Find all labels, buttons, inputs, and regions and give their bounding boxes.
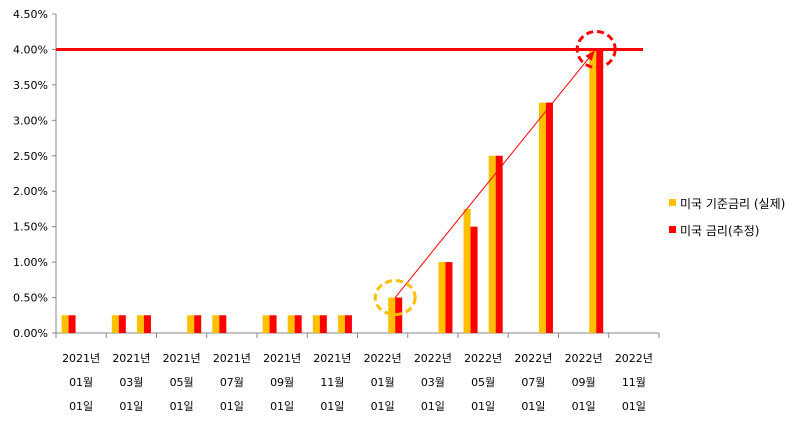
x-tick-label: 2021년 xyxy=(163,352,201,365)
x-tick-label: 01일 xyxy=(320,399,344,413)
x-tick-label: 01월 xyxy=(69,376,93,389)
bar-estimated xyxy=(143,315,151,333)
y-tick-label: 1.50% xyxy=(13,221,48,234)
bar-estimated xyxy=(294,315,302,333)
bar-actual xyxy=(463,208,471,333)
y-axis: 0.00% 0.50% 1.00% 1.50% 2.00% 2.50% 3.00% 3.50%… xyxy=(13,8,57,340)
bar-actual xyxy=(589,49,597,333)
bar-actual xyxy=(136,315,144,333)
bar-actual xyxy=(287,315,295,333)
legend-swatch-actual xyxy=(669,199,676,206)
bar-estimated xyxy=(495,155,503,333)
bar-estimated xyxy=(269,315,277,333)
highlight-circle-start xyxy=(373,279,417,317)
x-tick-label: 09월 xyxy=(572,376,596,389)
y-tick-label: 1.00% xyxy=(13,256,48,269)
x-tick-label: 01일 xyxy=(69,399,93,413)
y-tick-label: 4.50% xyxy=(13,8,48,21)
bar-actual xyxy=(262,315,270,333)
bars xyxy=(61,49,604,333)
x-tick-label: 07월 xyxy=(220,376,244,389)
bar-actual xyxy=(212,315,220,333)
bar-actual xyxy=(337,315,345,333)
bar-estimated xyxy=(344,315,352,333)
x-tick-label: 01일 xyxy=(471,399,495,413)
legend-swatch-estimated xyxy=(669,226,676,233)
x-tick-label: 01월 xyxy=(371,376,395,389)
x-tick-label: 2022년 xyxy=(615,352,653,365)
annotations xyxy=(56,29,643,317)
bar-estimated xyxy=(596,49,604,333)
x-tick-label: 05월 xyxy=(471,376,495,389)
bar-actual xyxy=(388,297,396,333)
x-tick-label: 01일 xyxy=(521,399,545,413)
x-axis: 2021년 01월 01일 2021년 03월 01일 2021년 05월 01일 2021년 07… xyxy=(55,332,660,413)
x-tick-label: 01일 xyxy=(371,399,395,413)
bar-estimated xyxy=(319,315,327,333)
x-tick-label: 01일 xyxy=(220,399,244,413)
bar-actual xyxy=(61,315,69,333)
x-tick-label: 03월 xyxy=(421,376,445,389)
y-tick-label: 2.00% xyxy=(13,185,48,198)
x-tick-label: 2022년 xyxy=(364,352,402,365)
x-tick-label: 09월 xyxy=(270,376,294,389)
bar-estimated xyxy=(219,315,227,333)
legend: 미국 기준금리 (실제) 미국 금리(추정) xyxy=(669,197,785,238)
x-tick-label: 2021년 xyxy=(112,352,150,365)
x-tick-label: 2022년 xyxy=(464,352,502,365)
trend-arrow xyxy=(394,50,595,298)
bar-estimated xyxy=(118,315,126,333)
bar-actual xyxy=(187,315,195,333)
y-tick-label: 2.50% xyxy=(13,150,48,163)
y-tick-label: 0.50% xyxy=(13,292,48,305)
legend-label-actual: 미국 기준금리 (실제) xyxy=(680,197,785,211)
x-tick-label: 05월 xyxy=(170,376,194,389)
x-tick-label: 01일 xyxy=(170,399,194,413)
x-tick-label: 2021년 xyxy=(62,352,100,365)
x-tick-label: 01일 xyxy=(622,399,646,413)
bar-estimated xyxy=(545,102,553,333)
bar-estimated xyxy=(194,315,202,333)
bar-estimated xyxy=(68,315,76,333)
bar-actual xyxy=(538,102,546,333)
y-tick-label: 0.00% xyxy=(13,327,48,340)
bar-actual xyxy=(438,262,446,333)
y-tick-label: 4.00% xyxy=(13,43,48,56)
x-tick-label: 01일 xyxy=(572,399,596,413)
x-tick-label: 11월 xyxy=(320,376,344,389)
legend-label-estimated: 미국 금리(추정) xyxy=(680,224,759,238)
x-tick-label: 2022년 xyxy=(514,352,552,365)
x-tick-label: 11월 xyxy=(622,376,646,389)
y-tick-label: 3.50% xyxy=(13,79,48,92)
x-tick-label: 01일 xyxy=(270,399,294,413)
x-tick-label: 2022년 xyxy=(565,352,603,365)
bar-actual xyxy=(111,315,119,333)
x-tick-label: 03월 xyxy=(119,376,143,389)
y-tick-label: 3.00% xyxy=(13,114,48,127)
x-tick-label: 01일 xyxy=(421,399,445,413)
x-tick-label: 2021년 xyxy=(213,352,251,365)
x-tick-label: 07월 xyxy=(521,376,545,389)
bar-actual xyxy=(312,315,320,333)
x-tick-label: 01일 xyxy=(119,399,143,413)
x-tick-label: 2021년 xyxy=(313,352,351,365)
bar-estimated xyxy=(445,262,453,333)
highlight-circle-end xyxy=(575,29,617,69)
x-tick-label: 2022년 xyxy=(414,352,452,365)
x-tick-label: 2021년 xyxy=(263,352,301,365)
bar-estimated xyxy=(470,226,478,333)
bar-actual xyxy=(488,155,496,333)
